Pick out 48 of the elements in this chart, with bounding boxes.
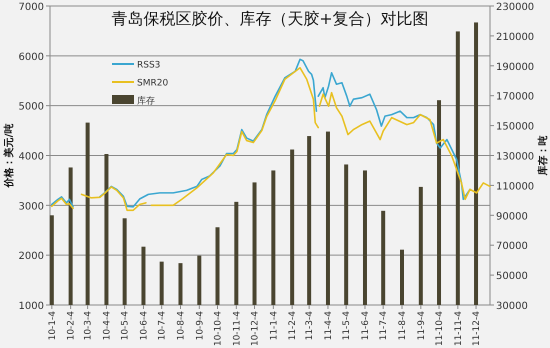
x-tick-label: 10-5-4 (120, 310, 131, 340)
x-tick-label: 11-3-4 (305, 310, 316, 340)
x-tick-label: 10-3-4 (84, 310, 94, 340)
y-tick-label: 2000 (18, 251, 44, 262)
legend-label: RSS3 (137, 60, 160, 70)
y2-tick-label: 210000 (496, 32, 534, 43)
x-tick-label: 11-7-4 (379, 310, 390, 340)
y-tick-label: 5000 (18, 102, 44, 113)
legend-label: 库存 (137, 96, 155, 106)
x-tick-label: 11-10-4 (435, 310, 446, 346)
y2-tick-label: 110000 (496, 181, 534, 192)
x-tick-label: 10-7-4 (158, 310, 168, 340)
x-tick-label: 10-2-4 (66, 310, 77, 340)
x-tick-label: 10-6-4 (139, 310, 150, 340)
y-tick-label: 7000 (18, 2, 44, 13)
legend-label: SMR20 (137, 78, 168, 88)
x-tick-label: 11-1-4 (269, 310, 280, 340)
y-tick-label: 6000 (18, 52, 44, 63)
y2-tick-label: 190000 (496, 62, 534, 73)
x-tick-label: 11-9-4 (416, 310, 427, 340)
x-tick-label: 11-12-4 (472, 310, 482, 346)
x-tick-label: 11-8-4 (398, 310, 408, 340)
y-tick-label: 3000 (18, 201, 44, 212)
y2-axis-title: 库存：吨 (537, 136, 549, 176)
x-tick-label: 10-11-4 (232, 310, 242, 346)
x-tick-label: 10-9-4 (195, 310, 206, 340)
y-axis-title: 价格：美元/吨 (3, 124, 15, 188)
x-tick-label: 11-11-4 (454, 310, 464, 346)
y2-tick-label: 50000 (496, 271, 528, 282)
y2-tick-label: 30000 (496, 301, 528, 312)
y2-tick-label: 230000 (496, 2, 534, 13)
x-tick-label: 10-8-4 (176, 310, 186, 340)
y-tick-label: 1000 (18, 301, 44, 312)
x-tick-label: 11-2-4 (288, 310, 298, 340)
y2-tick-label: 90000 (496, 211, 528, 222)
y2-tick-label: 70000 (496, 241, 528, 252)
chart-title: 青岛保税区胶价、库存（天胶+复合）对比图 (111, 9, 429, 28)
x-tick-label: 11-4-4 (324, 310, 334, 340)
y2-tick-label: 150000 (496, 122, 534, 133)
x-tick-label: 11-5-4 (342, 310, 352, 340)
y2-tick-label: 130000 (496, 152, 534, 162)
x-tick-label: 10-10-4 (214, 310, 224, 346)
x-tick-label: 10-4-4 (102, 310, 112, 340)
y2-tick-label: 170000 (496, 92, 534, 103)
y-tick-label: 4000 (18, 152, 44, 162)
x-tick-label: 10-1-4 (48, 310, 58, 340)
x-tick-label: 11-6-4 (360, 310, 371, 340)
x-tick-label: 10-12-4 (250, 310, 261, 346)
